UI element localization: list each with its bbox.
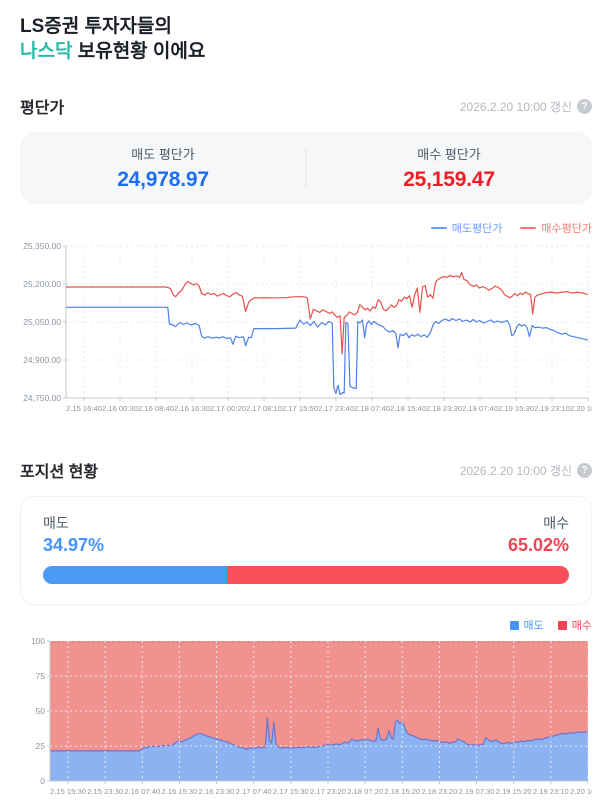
svg-text:2.16 23:30: 2.16 23:30: [199, 787, 235, 796]
svg-text:2.18 15:20: 2.18 15:20: [384, 787, 420, 796]
svg-text:2.17 23:20: 2.17 23:20: [310, 787, 346, 796]
avg-price-line-chart: 25,350.00 25,200.00 25,050.00 24,900.00 24,7…: [23, 241, 592, 413]
svg-text:2.15 16:40: 2.15 16:40: [66, 404, 102, 413]
sell-line-label: 매도평단가: [451, 223, 503, 236]
buy-avg-price-label: 매수 평단가: [417, 147, 481, 163]
help-icon[interactable]: ?: [577, 98, 592, 114]
svg-text:100: 100: [31, 636, 45, 646]
page-title-line2-rest: 보유현황 이에요: [72, 41, 206, 63]
svg-text:2.18 07:40: 2.18 07:40: [354, 404, 390, 413]
buy-line-swatch: [520, 227, 537, 230]
page-title-line2: 나스닥 보유현황 이에요: [20, 39, 592, 64]
buy-area-label: 매수: [571, 620, 592, 633]
svg-text:2.16 00:30: 2.16 00:30: [102, 404, 138, 413]
svg-text:2.17 23:40: 2.17 23:40: [318, 404, 354, 413]
sell-position-label: 매도: [43, 515, 69, 532]
help-icon[interactable]: ?: [577, 462, 592, 478]
avg-price-chart-legend: 매도평단가 매수평단가: [20, 220, 592, 236]
svg-text:2.15 15:30: 2.15 15:30: [50, 787, 86, 796]
buy-position-block: 매수 65.02%: [508, 513, 569, 556]
svg-text:24,750.00: 24,750.00: [23, 393, 61, 403]
svg-text:50: 50: [36, 706, 46, 716]
svg-text:2.19 23:10: 2.19 23:10: [533, 787, 569, 796]
svg-text:2.17 15:50: 2.17 15:50: [282, 404, 318, 413]
position-updated-wrap: 2026.2.20 10:00 갱신 ?: [460, 462, 592, 479]
svg-text:2.17 15:30: 2.17 15:30: [273, 787, 309, 796]
svg-text:0: 0: [40, 776, 45, 786]
legend-item-buy-area: 매수: [557, 617, 592, 633]
svg-text:25,050.00: 25,050.00: [23, 317, 61, 327]
svg-text:2.20 10:00: 2.20 10:00: [570, 787, 592, 796]
svg-text:2.15 23:30: 2.15 23:30: [87, 787, 123, 796]
buy-avg-price-value: 25,159.47: [403, 168, 495, 192]
svg-text:2.18 23:30: 2.18 23:30: [426, 404, 462, 413]
sell-line-swatch: [430, 227, 447, 230]
svg-text:25: 25: [36, 741, 46, 751]
svg-text:2.19 23:10: 2.19 23:10: [534, 404, 570, 413]
position-stacked-area-chart: 100 75 50 25 0 2.15 15:30 2.15 23:30 2.16 07:40…: [31, 636, 592, 796]
svg-text:2.16 07:40: 2.16 07:40: [124, 787, 160, 796]
buy-area-swatch: [557, 620, 567, 630]
sell-avg-price-label: 매도 평단가: [131, 147, 195, 163]
position-ratio-bar: [43, 566, 569, 585]
card-divider: [305, 149, 307, 188]
buy-position-label: 매수: [543, 515, 569, 532]
position-labels: 매도 34.97% 매수 65.02%: [43, 513, 569, 556]
buy-position-percent: 65.02%: [507, 535, 569, 556]
position-section-header: 포지션 현황 2026.2.20 10:00 갱신 ?: [20, 458, 592, 482]
page-title: LS증권 투자자들의 나스닥 보유현황 이에요: [20, 14, 592, 64]
position-chart-legend: 매도 매수: [20, 617, 592, 633]
svg-text:2.16 16:30: 2.16 16:30: [174, 404, 210, 413]
svg-text:2.19 15:30: 2.19 15:30: [498, 404, 534, 413]
svg-text:2.17 07:40: 2.17 07:40: [236, 787, 272, 796]
svg-text:2.19 07:30: 2.19 07:30: [459, 787, 495, 796]
svg-text:2.18 15:40: 2.18 15:40: [390, 404, 426, 413]
position-updated-timestamp: 2026.2.20 10:00 갱신: [459, 463, 572, 478]
avg-price-updated-timestamp: 2026.2.20 10:00 갱신: [459, 99, 572, 114]
svg-text:24,900.00: 24,900.00: [23, 355, 61, 365]
position-card: 매도 34.97% 매수 65.02%: [20, 496, 592, 606]
sell-area-swatch: [509, 620, 519, 630]
svg-text:2.17 00:20: 2.17 00:20: [210, 404, 246, 413]
sell-ratio-segment: [43, 566, 227, 585]
page-title-line1: LS증권 투자자들의: [20, 16, 172, 37]
svg-text:2.18 23:20: 2.18 23:20: [421, 787, 457, 796]
avg-price-section-header: 평단가 2026.2.20 10:00 갱신 ?: [20, 94, 592, 118]
sell-position-block: 매도 34.97%: [43, 513, 104, 556]
legend-item-buy-line: 매수평단가: [520, 220, 592, 236]
legend-item-sell-area: 매도: [509, 617, 544, 633]
svg-text:2.16 15:30: 2.16 15:30: [161, 787, 197, 796]
buy-ratio-segment: [226, 566, 569, 585]
sell-avg-price-value: 24,978.97: [117, 168, 209, 192]
svg-text:2.19 15:20: 2.19 15:20: [496, 787, 532, 796]
svg-text:2.17 08:10: 2.17 08:10: [246, 404, 282, 413]
svg-text:75: 75: [36, 671, 46, 681]
avg-price-card: 매도 평단가 24,978.97 매수 평단가 25,159.47: [20, 132, 592, 205]
svg-text:2.20 10:00: 2.20 10:00: [570, 404, 592, 413]
svg-text:25,350.00: 25,350.00: [23, 241, 61, 251]
svg-text:25,200.00: 25,200.00: [23, 279, 61, 289]
svg-text:2.18 07:20: 2.18 07:20: [347, 787, 383, 796]
sell-position-percent: 34.97%: [43, 535, 105, 556]
sell-area-label: 매도: [523, 620, 544, 633]
sell-avg-price-block: 매도 평단가 24,978.97: [20, 144, 306, 192]
svg-text:2.19 07:40: 2.19 07:40: [462, 404, 498, 413]
ticker-name: 나스닥: [20, 41, 73, 63]
avg-price-updated-wrap: 2026.2.20 10:00 갱신 ?: [460, 98, 592, 115]
buy-avg-price-block: 매수 평단가 25,159.47: [306, 144, 592, 192]
buy-line-label: 매수평단가: [541, 223, 592, 236]
avg-price-heading: 평단가: [20, 100, 65, 118]
legend-item-sell-line: 매도평단가: [430, 220, 503, 236]
svg-text:2.16 08:40: 2.16 08:40: [138, 404, 174, 413]
position-heading: 포지션 현황: [20, 464, 99, 482]
